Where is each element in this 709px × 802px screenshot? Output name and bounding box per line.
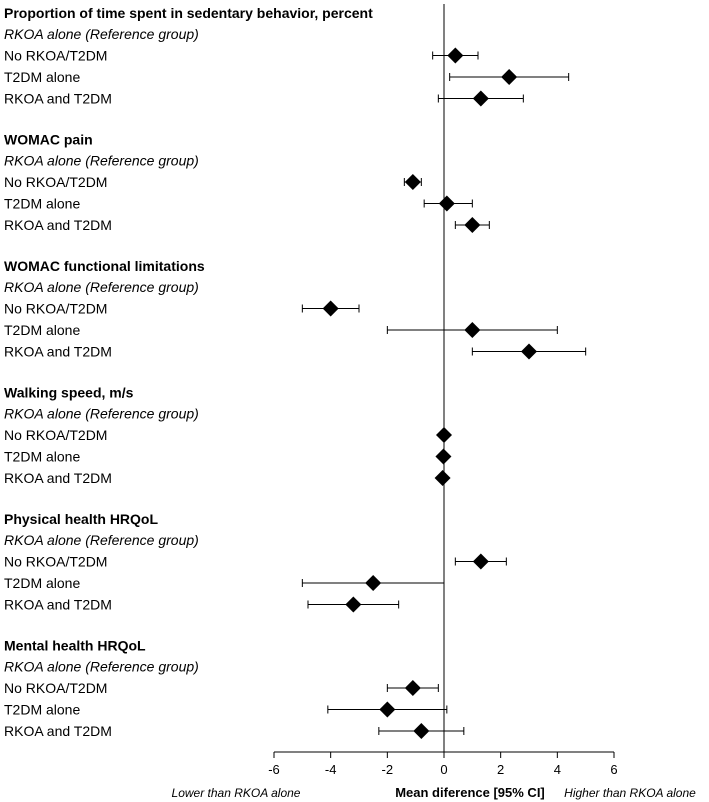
point-estimate-diamond: [464, 217, 481, 233]
row-label: RKOA and T2DM: [4, 723, 112, 739]
x-tick-label: 2: [497, 762, 504, 777]
reference-group-label: RKOA alone (Reference group): [4, 659, 199, 675]
row-label: No RKOA/T2DM: [4, 301, 107, 317]
x-tick-label: -6: [268, 762, 280, 777]
x-axis-label: Mean diference [95% CI]: [395, 785, 545, 800]
point-estimate-diamond: [501, 69, 518, 85]
section-title: WOMAC functional limitations: [4, 258, 205, 274]
row-label: RKOA and T2DM: [4, 344, 112, 360]
row-label: No RKOA/T2DM: [4, 174, 107, 190]
section-title: Physical health HRQoL: [4, 511, 158, 527]
row-label: No RKOA/T2DM: [4, 554, 107, 570]
x-tick-label: 0: [440, 762, 447, 777]
x-tick-label: -4: [325, 762, 337, 777]
point-estimate-diamond: [438, 195, 455, 212]
point-estimate-diamond: [434, 470, 451, 486]
reference-group-label: RKOA alone (Reference group): [4, 279, 199, 295]
row-label: T2DM alone: [4, 702, 80, 718]
section-title: Walking speed, m/s: [4, 385, 134, 401]
x-tick-label: 6: [610, 762, 617, 777]
right-direction-note: Higher than RKOA alone: [564, 786, 696, 800]
point-estimate-diamond: [472, 553, 489, 570]
point-estimate-diamond: [436, 427, 452, 443]
row-label: T2DM alone: [4, 322, 80, 338]
row-label: T2DM alone: [4, 449, 80, 465]
row-label: No RKOA/T2DM: [4, 427, 107, 443]
point-estimate-diamond: [521, 343, 537, 360]
point-estimate-diamond: [379, 701, 396, 718]
row-label: No RKOA/T2DM: [4, 48, 107, 64]
point-estimate-diamond: [365, 575, 382, 591]
row-label: RKOA and T2DM: [4, 470, 112, 486]
row-label: T2DM alone: [4, 196, 80, 212]
section-title: WOMAC pain: [4, 132, 93, 148]
row-label: No RKOA/T2DM: [4, 680, 107, 696]
row-label: RKOA and T2DM: [4, 91, 112, 107]
point-estimate-diamond: [413, 723, 430, 739]
reference-group-label: RKOA alone (Reference group): [4, 406, 199, 422]
reference-group-label: RKOA alone (Reference group): [4, 26, 199, 42]
point-estimate-diamond: [464, 322, 481, 338]
x-tick-label: 4: [554, 762, 561, 777]
left-direction-note: Lower than RKOA alone: [172, 786, 301, 800]
point-estimate-diamond: [435, 448, 452, 465]
point-estimate-diamond: [472, 90, 489, 107]
point-estimate-diamond: [447, 47, 464, 64]
row-label: T2DM alone: [4, 575, 80, 591]
x-tick-label: -2: [382, 762, 394, 777]
row-label: RKOA and T2DM: [4, 217, 112, 233]
marks-layer: [301, 47, 587, 739]
point-estimate-diamond: [404, 174, 421, 190]
section-title: Proportion of time spent in sedentary be…: [4, 5, 373, 21]
row-label: RKOA and T2DM: [4, 597, 112, 613]
point-estimate-diamond: [345, 596, 362, 613]
labels-layer: Proportion of time spent in sedentary be…: [4, 5, 373, 739]
x-axis: -6 -4 -2 0 2 4 6: [268, 4, 618, 777]
section-title: Mental health HRQoL: [4, 638, 146, 654]
reference-group-label: RKOA alone (Reference group): [4, 532, 199, 548]
reference-group-label: RKOA alone (Reference group): [4, 153, 199, 169]
point-estimate-diamond: [322, 300, 339, 317]
point-estimate-diamond: [404, 680, 421, 696]
row-label: T2DM alone: [4, 69, 80, 85]
